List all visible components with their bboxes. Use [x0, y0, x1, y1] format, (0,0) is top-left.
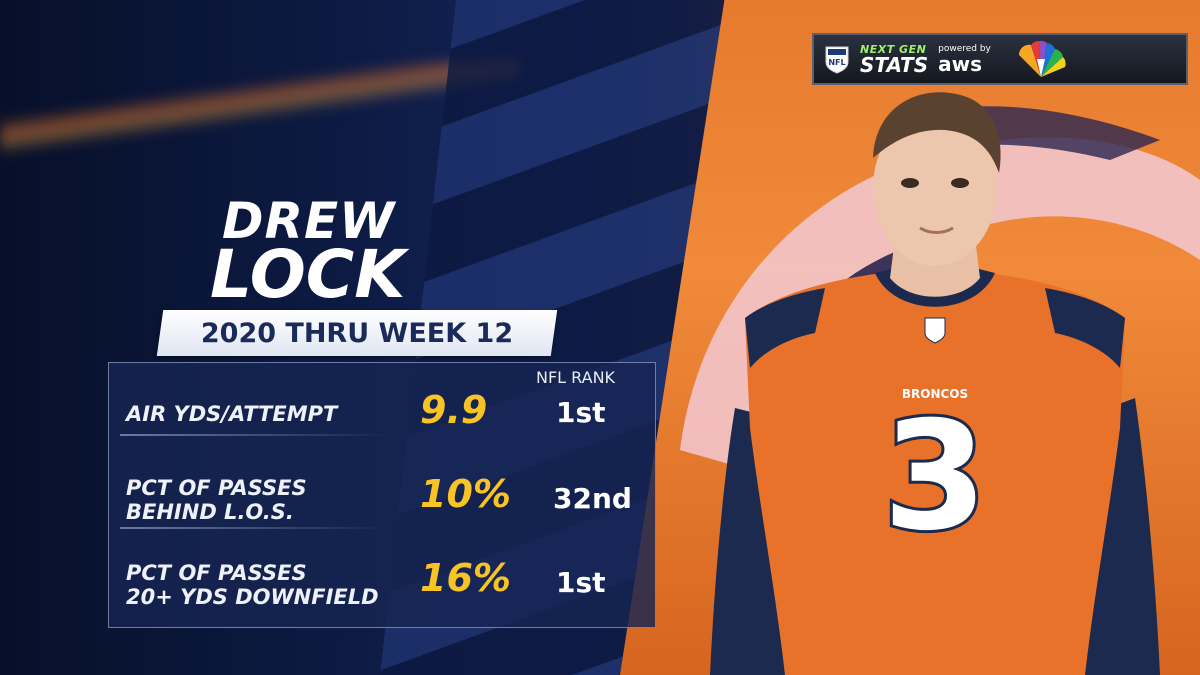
- stat-label-2: PCT OF PASSES BEHIND L.O.S.: [126, 476, 307, 524]
- aws-logo: powered by aws: [938, 43, 991, 76]
- stat-label-1-line1: AIR YDS/ATTEMPT: [126, 402, 338, 426]
- player-first-name: DREW: [222, 192, 396, 250]
- ngs-logo: NEXT GEN STATS: [860, 44, 928, 75]
- jersey-number: 3: [883, 390, 987, 564]
- jersey-wordmark: BRONCOS: [902, 387, 968, 401]
- stat-label-3-line2: 20+ YDS DOWNFIELD: [126, 585, 379, 609]
- row-divider: [120, 434, 390, 436]
- stat-label-2-line1: PCT OF PASSES: [126, 476, 307, 500]
- stat-label-3: PCT OF PASSES 20+ YDS DOWNFIELD: [126, 561, 379, 609]
- stat-label-3-line1: PCT OF PASSES: [126, 561, 307, 585]
- nfl-shield-icon: NFL: [825, 46, 849, 74]
- next-gen-stats-badge: NFL NEXT GEN STATS powered by aws: [812, 33, 1188, 85]
- nbc-peacock-icon: [1018, 40, 1066, 77]
- row-divider: [120, 527, 390, 529]
- player-last-name: LOCK: [210, 236, 406, 313]
- powered-by-text: powered by: [938, 43, 991, 54]
- background-light-streak: [0, 60, 520, 180]
- stat-value-1: 9.9: [420, 388, 488, 432]
- rank-column-header: NFL RANK: [536, 368, 616, 387]
- stat-label-1: AIR YDS/ATTEMPT: [126, 402, 337, 426]
- aws-text: aws: [938, 51, 982, 76]
- season-label: 2020 THRU WEEK 12: [200, 317, 514, 349]
- stat-rank-1: 1st: [556, 396, 606, 429]
- stat-rank-2: 32nd: [553, 482, 632, 515]
- ngs-top-text: NEXT GEN: [860, 42, 927, 56]
- stat-label-2-line2: BEHIND L.O.S.: [126, 500, 294, 524]
- ngs-bottom-text: STATS: [860, 52, 929, 77]
- svg-text:NFL: NFL: [828, 58, 845, 67]
- stat-value-3: 16%: [420, 556, 511, 600]
- stat-value-2: 10%: [420, 472, 511, 516]
- player-photo: BRONCOS 3: [710, 92, 1160, 675]
- stats-panel: [108, 362, 656, 628]
- stat-rank-3: 1st: [556, 566, 606, 599]
